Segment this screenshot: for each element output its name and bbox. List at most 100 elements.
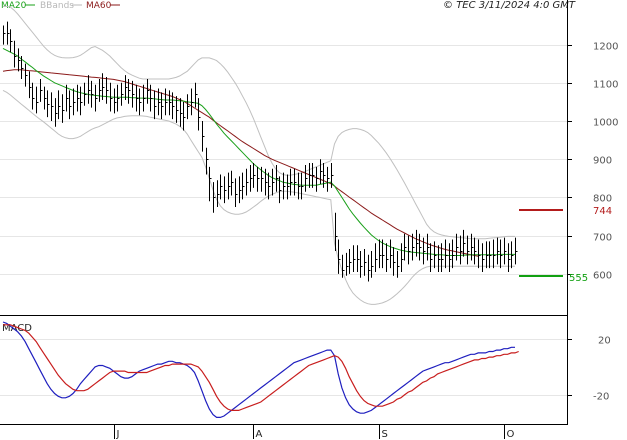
price-bar (393, 247, 396, 276)
price-bar (95, 84, 98, 112)
price-bar (58, 90, 61, 120)
price-bar (114, 88, 117, 114)
ma20-marker: 555 (519, 273, 588, 284)
price-bar (128, 78, 131, 104)
price-bar (349, 249, 352, 274)
price-tick-label: 1000 (593, 118, 618, 129)
price-bar (408, 235, 411, 265)
price-bar (515, 237, 518, 265)
price-bar (335, 212, 338, 251)
price-bar (217, 180, 220, 207)
price-bar (338, 239, 341, 274)
price-bar (323, 163, 326, 188)
macd-grid (0, 339, 567, 396)
price-bar (176, 96, 179, 123)
price-bar (147, 78, 150, 104)
price-bar (239, 176, 242, 204)
price-bar (158, 88, 161, 116)
price-bar (504, 237, 507, 265)
price-bar (143, 84, 146, 112)
bollinger-bands (2, 5, 515, 305)
price-bar (438, 245, 441, 272)
price-tick-label: 1200 (593, 42, 618, 53)
legend: MA20 BBands MA60 (1, 1, 120, 11)
price-bar (397, 250, 400, 278)
price-bar (449, 243, 452, 272)
price-bar (276, 164, 279, 192)
price-bar (14, 40, 17, 68)
price-bar (21, 56, 24, 79)
price-bar (301, 172, 304, 200)
macd-tick-label: 20 (598, 336, 611, 347)
price-bar (161, 92, 164, 120)
price-bar (353, 245, 356, 272)
macd-line-path (2, 321, 515, 418)
price-bar (382, 239, 385, 269)
price-bar (312, 163, 315, 188)
price-bar (66, 84, 69, 112)
price-bar (500, 239, 503, 269)
price-bar (169, 90, 172, 116)
price-bar (493, 239, 496, 269)
x-tick-label: O (507, 429, 515, 440)
price-bar (25, 63, 28, 87)
price-bar (136, 84, 139, 112)
x-tick-label: J (116, 429, 120, 440)
price-bar (132, 80, 135, 108)
price-bar (180, 98, 183, 127)
macd-lines (2, 321, 519, 418)
price-bar (508, 243, 511, 272)
price-bar (445, 239, 448, 269)
x-axis: JASON (114, 424, 515, 440)
price-bar (235, 178, 238, 207)
price-bar (342, 254, 345, 278)
price-bar (305, 164, 308, 192)
price-bar (18, 48, 21, 72)
price-bar (47, 90, 50, 118)
price-bar (220, 174, 223, 200)
price-bar (121, 82, 124, 106)
price-bar (110, 82, 113, 112)
price-bar (379, 239, 382, 269)
price-bar (360, 250, 363, 278)
price-y-axis: 600 700 800 900 1000 1100 1200 (567, 42, 618, 282)
legend-bbands-label: BBands (40, 1, 74, 11)
price-bar (36, 86, 39, 114)
price-bar (452, 239, 455, 269)
price-bar (430, 243, 433, 272)
price-bar (511, 241, 514, 269)
price-bar (213, 182, 216, 213)
price-bar (172, 92, 175, 120)
price-bar (441, 243, 444, 272)
price-tick-label: 800 (593, 194, 612, 205)
price-bar (423, 237, 426, 265)
price-bar (371, 250, 374, 278)
price-bar (253, 163, 256, 188)
price-bar (368, 254, 371, 282)
price-bar (279, 176, 282, 204)
price-bar (434, 241, 437, 269)
price-bar (228, 172, 231, 200)
legend-ma60-label: MA60 (86, 1, 112, 11)
price-bar (154, 90, 157, 120)
price-bar (298, 172, 301, 200)
price-bar (29, 71, 32, 99)
price-bar (346, 252, 349, 276)
price-bar (99, 78, 102, 102)
price-tick-label: 600 (593, 271, 612, 282)
price-bar (88, 75, 91, 104)
price-bar (309, 163, 312, 188)
macd-panel: MACD 20 -20 (0, 315, 611, 425)
macd-panel-title: MACD (2, 323, 32, 334)
price-bar (69, 90, 72, 120)
price-bars (3, 21, 518, 282)
price-bar (460, 235, 463, 265)
price-bar (195, 82, 198, 108)
copyright-text: © TEC 3/11/2024 4:0 GMT (443, 0, 576, 11)
price-bar (106, 77, 109, 104)
price-bar (386, 243, 389, 272)
price-bar (467, 235, 470, 265)
price-bar (242, 172, 245, 200)
price-bar (191, 88, 194, 116)
